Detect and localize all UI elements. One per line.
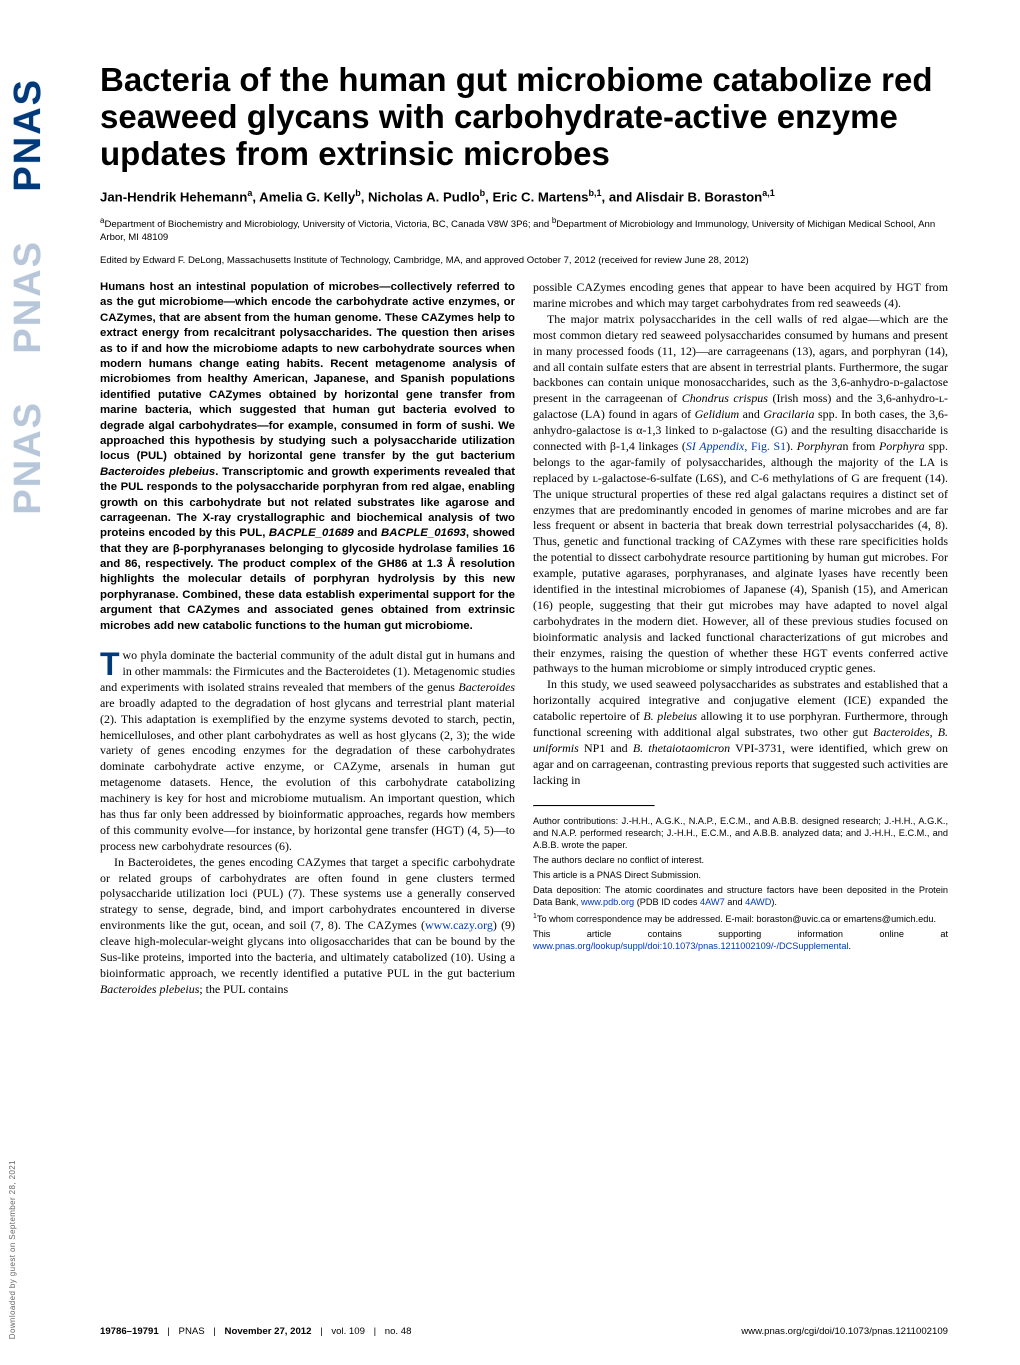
footnote-conflict: The authors declare no conflict of inter… bbox=[533, 854, 948, 866]
editor-line: Edited by Edward F. DeLong, Massachusett… bbox=[100, 255, 948, 268]
body-paragraph-4: The major matrix polysaccharides in the … bbox=[533, 312, 948, 677]
footer-pages: 19786–19791 bbox=[100, 1326, 159, 1337]
footnote-direct-submission: This article is a PNAS Direct Submission… bbox=[533, 869, 948, 881]
body-paragraph-2: In Bacteroidetes, the genes encoding CAZ… bbox=[100, 855, 515, 998]
footnote-si: This article contains supporting informa… bbox=[533, 928, 948, 952]
download-note: Downloaded by guest on September 28, 202… bbox=[8, 1160, 17, 1339]
body-paragraph-3: possible CAZymes encoding genes that app… bbox=[533, 280, 948, 312]
link-pdb-code[interactable]: 4AWD bbox=[745, 897, 771, 907]
footer-doi: www.pnas.org/cgi/doi/10.1073/pnas.121100… bbox=[741, 1326, 948, 1337]
footer-vol: vol. 109 bbox=[331, 1326, 365, 1337]
dropcap: T bbox=[100, 648, 123, 678]
body-paragraph-5: In this study, we used seaweed polysacch… bbox=[533, 677, 948, 788]
link-si-online[interactable]: www.pnas.org/lookup/suppl/doi:10.1073/pn… bbox=[533, 941, 848, 951]
body-columns: Humans host an intestinal population of … bbox=[100, 280, 948, 1312]
footnote-rule bbox=[533, 805, 655, 807]
footnote-contributions: Author contributions: J.-H.H., A.G.K., N… bbox=[533, 815, 948, 851]
affiliations: aDepartment of Biochemistry and Microbio… bbox=[100, 216, 948, 245]
footer-date: November 27, 2012 bbox=[225, 1326, 312, 1337]
link-si-appendix[interactable]: SI Appendix, Fig. S1 bbox=[686, 439, 786, 453]
link-cazy[interactable]: www.cazy.org bbox=[425, 918, 493, 932]
footer-left: 19786–19791 | PNAS | November 27, 2012 |… bbox=[100, 1326, 411, 1337]
footer-right: www.pnas.org/cgi/doi/10.1073/pnas.121100… bbox=[741, 1326, 948, 1337]
article-title: Bacteria of the human gut microbiome cat… bbox=[100, 62, 948, 173]
footer-journal: PNAS bbox=[179, 1326, 205, 1337]
author-footnotes: Author contributions: J.-H.H., A.G.K., N… bbox=[533, 815, 948, 952]
link-pdb-code[interactable]: 4AW7 bbox=[700, 897, 725, 907]
body-paragraph-1: Two phyla dominate the bacterial communi… bbox=[100, 648, 515, 855]
abstract: Humans host an intestinal population of … bbox=[100, 280, 515, 634]
footer-issue: no. 48 bbox=[385, 1326, 412, 1337]
author-list: Jan-Hendrik Hehemanna, Amelia G. Kellyb,… bbox=[100, 187, 948, 206]
page-footer: 19786–19791 | PNAS | November 27, 2012 |… bbox=[100, 1320, 948, 1337]
link-pdb[interactable]: www.pdb.org bbox=[581, 897, 634, 907]
footnote-data-deposition: Data deposition: The atomic coordinates … bbox=[533, 884, 948, 908]
footnote-correspondence: 1To whom correspondence may be addressed… bbox=[533, 912, 948, 925]
